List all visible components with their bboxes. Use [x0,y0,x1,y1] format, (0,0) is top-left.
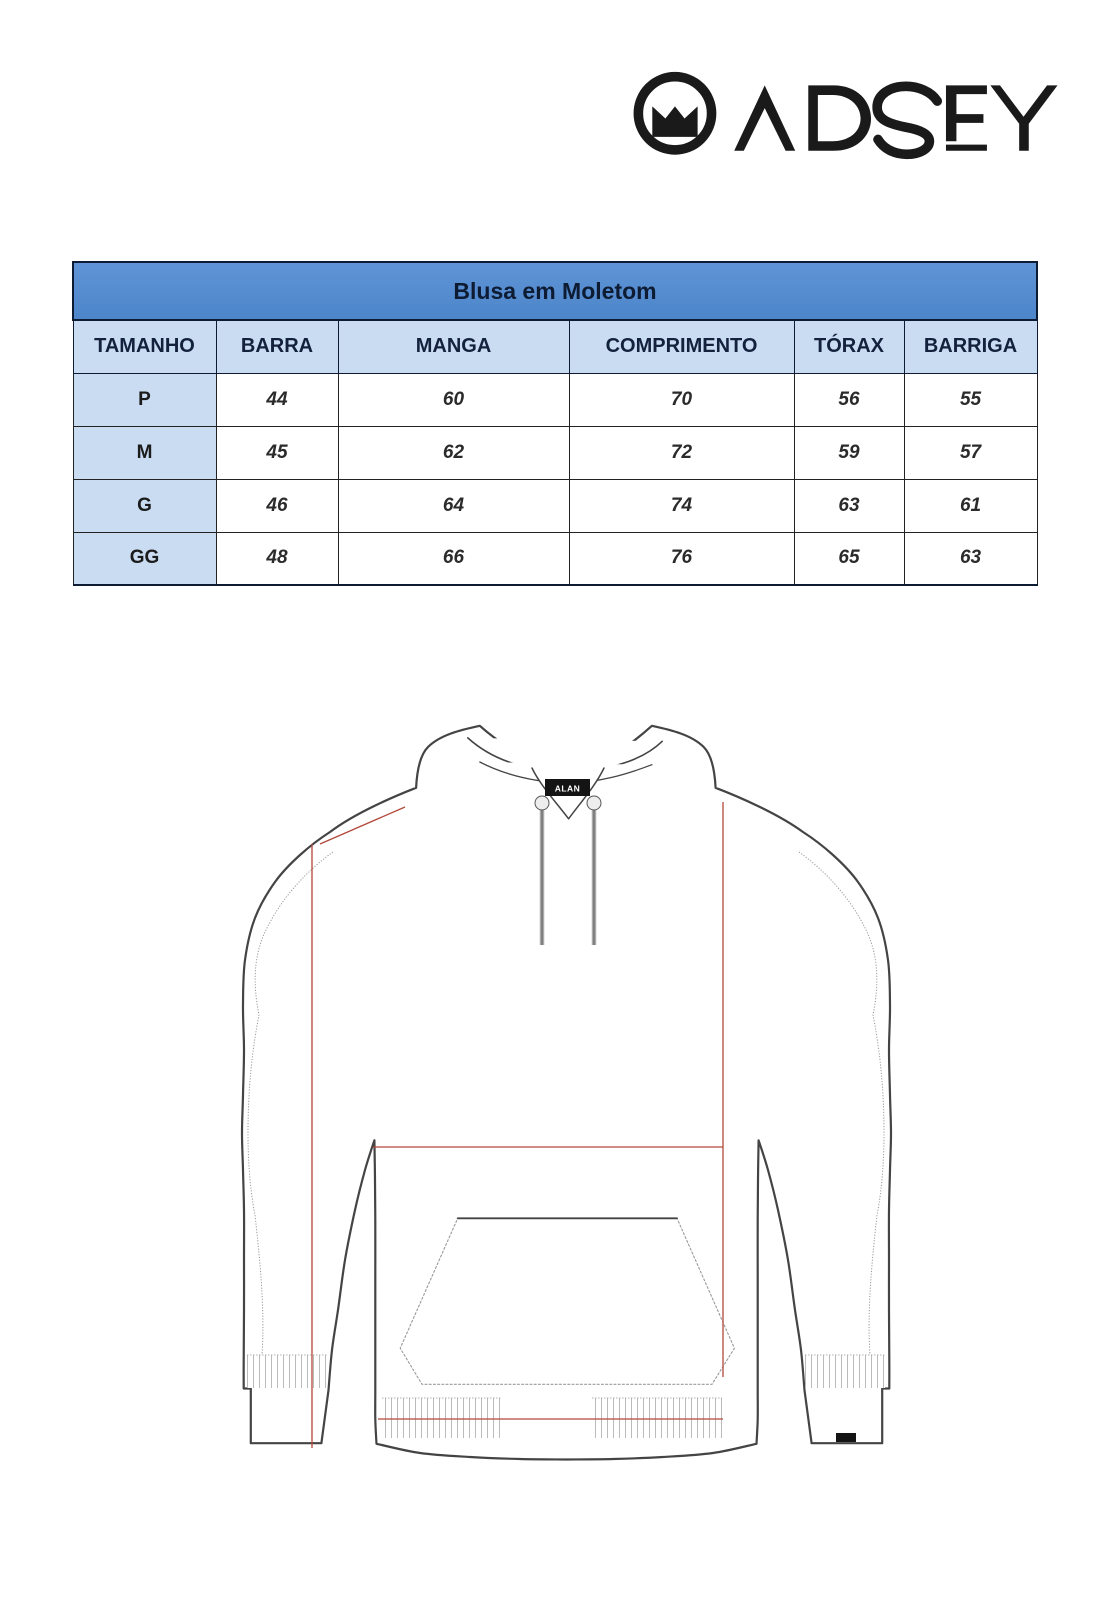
svg-text:ALAN: ALAN [555,784,581,794]
